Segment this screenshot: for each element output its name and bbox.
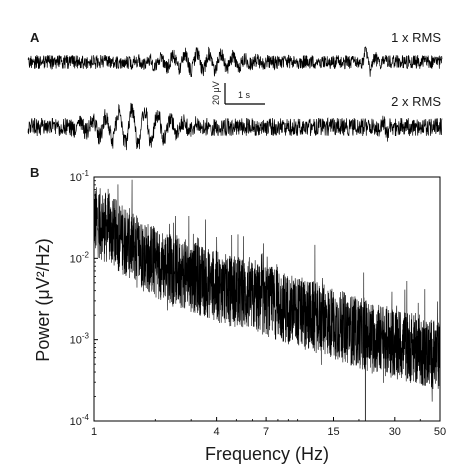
power-spectrum-chart: 1 4 7 15 30 50 10-1 10-2 10-3 10-4 Frequency (Hz… (33, 169, 446, 464)
eeg-trace-2x-rms (27, 102, 443, 151)
x-tick-label: 15 (327, 426, 339, 438)
y-tick-label: 10-1 (70, 169, 90, 184)
trace-1-label: 1 x RMS (391, 30, 441, 45)
x-tick-label: 7 (263, 426, 269, 438)
eeg-trace-1x-rms (27, 46, 443, 78)
x-axis-ticks: 1 4 7 15 30 50 (91, 417, 446, 438)
panel-a-letter: A (30, 30, 40, 45)
power-spectrum-line (93, 179, 441, 402)
x-tick-label: 30 (389, 426, 401, 438)
trace-2-label: 2 x RMS (391, 94, 441, 109)
plot-frame (93, 176, 441, 422)
scale-bar: 20 μV 1 s (211, 81, 265, 105)
panel-b-letter: B (30, 165, 39, 180)
x-axis-title: Frequency (Hz) (205, 444, 329, 464)
y-tick-label: 10-4 (70, 413, 90, 428)
y-tick-label: 10-2 (70, 250, 90, 265)
scale-bar-amplitude-label: 20 μV (211, 81, 221, 105)
scale-bar-time-label: 1 s (238, 90, 251, 100)
x-tick-label: 4 (214, 426, 220, 438)
x-tick-label: 50 (434, 426, 446, 438)
y-tick-label: 10-3 (70, 332, 90, 347)
x-tick-label: 1 (91, 426, 97, 438)
y-axis-title: Power (μV²/Hz) (33, 238, 53, 361)
